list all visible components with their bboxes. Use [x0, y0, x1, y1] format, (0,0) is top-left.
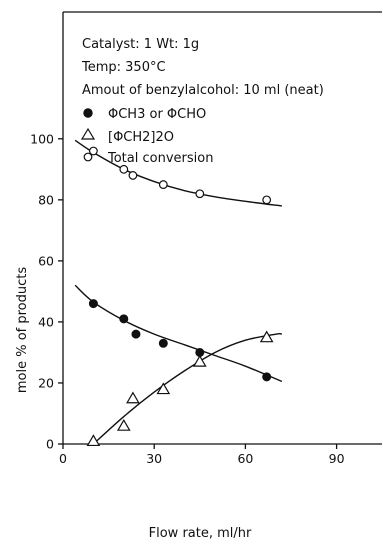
y-tick-label: 60: [38, 253, 54, 268]
data-point-filled-circle: [131, 329, 141, 339]
y-tick-label: 40: [38, 314, 54, 329]
x-tick-label: 60: [237, 451, 253, 466]
data-point-filled-circle: [158, 338, 168, 348]
legend-open-triangle-marker: [80, 127, 96, 140]
data-point-open-circle: [128, 171, 138, 180]
legend-filled-circle-marker: [83, 108, 93, 118]
y-axis-label: mole % of products: [15, 267, 30, 394]
data-point-open-circle: [119, 164, 129, 174]
legend-label-3: Total conversion: [107, 151, 213, 166]
legend-label-2: [ΦCH2]2O: [108, 130, 174, 145]
legend: ΦCH3 or ΦCHO [ΦCH2]2O Total conversion: [80, 107, 213, 166]
data-point-open-triangle: [86, 434, 101, 447]
fit-curve-toluene-benzaldehyde: [74, 284, 283, 383]
data-point-open-triangle: [116, 418, 131, 431]
data-point-open-triangle: [156, 382, 171, 395]
data-point-open-circle: [195, 189, 205, 199]
y-tick-label: 20: [38, 375, 54, 390]
data-point-open-circle: [158, 180, 168, 189]
y-tick-label: 80: [38, 192, 54, 207]
data-point-open-triangle: [126, 391, 140, 404]
fit-curves: [74, 139, 283, 445]
data-point-filled-circle: [119, 314, 129, 324]
data-point-open-circle: [262, 195, 272, 205]
annotation-catalyst: Catalyst: 1 Wt: 1g: [82, 37, 199, 52]
legend-label-1: ΦCH3 or ΦCHO: [108, 107, 206, 122]
y-tick-label: 100: [30, 131, 54, 146]
annotation-temp: Temp: 350°C: [81, 60, 166, 75]
data-point-open-triangle: [259, 330, 274, 343]
x-tick-label: 0: [59, 451, 67, 466]
tick-layer: 0 30 60 90 0 20 40 60 80 100: [30, 131, 344, 466]
legend-open-circle-marker: [83, 152, 93, 162]
data-markers: [86, 146, 274, 447]
y-tick-label: 0: [46, 437, 54, 452]
data-point-open-triangle: [192, 354, 207, 367]
x-tick-label: 90: [329, 451, 345, 466]
annotation-amount: Amout of benzylalcohol: 10 ml (neat): [82, 83, 324, 98]
x-tick-label: 30: [146, 451, 162, 466]
x-axis-label: Flow rate, ml/hr: [149, 526, 252, 541]
data-point-filled-circle: [262, 372, 272, 382]
data-point-filled-circle: [88, 299, 98, 309]
data-point-open-circle: [88, 146, 98, 156]
